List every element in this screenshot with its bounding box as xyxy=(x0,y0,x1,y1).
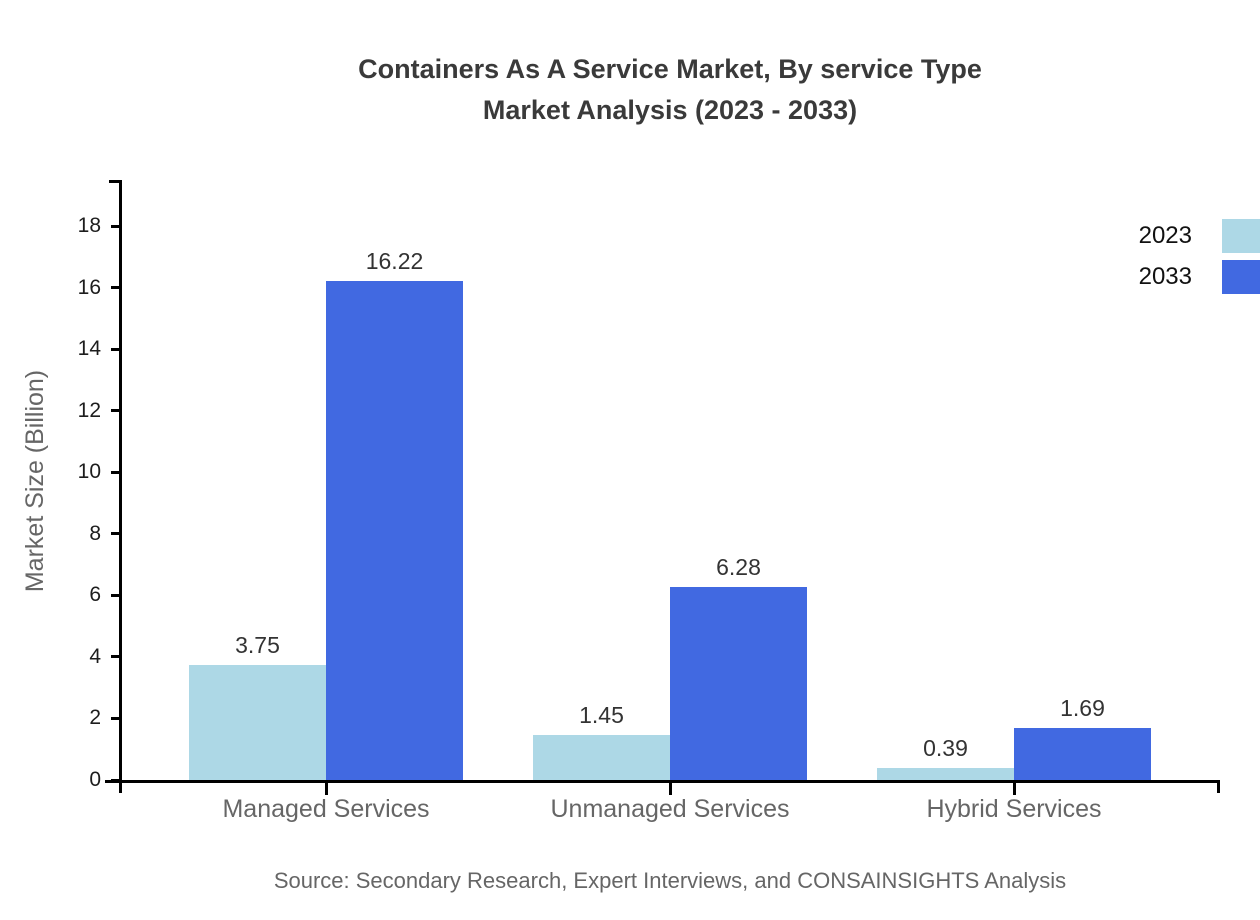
bar-value-label: 3.75 xyxy=(235,631,280,658)
bar-2033 xyxy=(670,586,807,780)
bar-value-label: 6.28 xyxy=(716,553,761,580)
y-axis-tick xyxy=(111,716,120,720)
y-axis-top-stub xyxy=(109,180,120,183)
legend-label-2033: 2033 xyxy=(1138,263,1192,290)
bar-value-label: 0.39 xyxy=(923,734,968,761)
plot-area: 0 2 4 6 8 10 12 14 16 18 Managed Services 3.75 16.22… xyxy=(78,180,1220,823)
y-axis-tick xyxy=(111,470,120,474)
x-axis-right-stub xyxy=(1217,780,1220,793)
y-axis-tick xyxy=(111,347,120,351)
y-axis-tick-label: 14 xyxy=(77,337,101,361)
source-attribution: Source: Secondary Research, Expert Inter… xyxy=(273,868,1067,893)
legend-swatch-2033-icon xyxy=(1222,260,1260,294)
y-axis-tick-label: 2 xyxy=(89,706,101,730)
y-axis-spine xyxy=(119,180,122,793)
x-axis-line xyxy=(105,780,1220,783)
chart-title-line1: Containers As A Service Market, By servi… xyxy=(358,54,982,84)
bar-value-label: 16.22 xyxy=(365,247,424,274)
legend-item-2033: 2033 xyxy=(1139,260,1260,294)
legend-item-2023: 2023 xyxy=(1139,219,1260,253)
chart-title-line2: Market Analysis (2023 - 2033) xyxy=(482,95,858,125)
legend-swatch-2023-icon xyxy=(1222,219,1260,253)
y-axis-tick xyxy=(111,655,120,659)
bar-2033 xyxy=(1014,727,1151,780)
y-axis-tick-label: 0 xyxy=(89,768,101,791)
y-axis-tick-label: 6 xyxy=(89,583,101,607)
bar-value-label: 1.69 xyxy=(1060,694,1105,721)
x-axis-tick xyxy=(668,783,672,795)
bar-2033 xyxy=(326,280,463,780)
x-axis-category-label: Unmanaged Services xyxy=(550,795,790,823)
bar-2023 xyxy=(189,664,326,780)
y-axis-tick xyxy=(111,224,120,228)
y-axis-tick-label: 16 xyxy=(77,275,101,299)
y-axis-tick-label: 10 xyxy=(77,460,101,484)
y-axis-tick-label: 8 xyxy=(89,521,101,545)
y-axis-tick xyxy=(111,778,120,782)
bar-value-label: 1.45 xyxy=(579,702,624,729)
x-axis-tick xyxy=(324,783,328,795)
y-axis-tick xyxy=(111,532,120,536)
y-axis-tick xyxy=(111,409,120,413)
legend-label-2023: 2023 xyxy=(1138,222,1192,249)
y-axis-tick-label: 18 xyxy=(77,214,101,237)
y-axis-tick xyxy=(111,593,120,597)
x-axis-category-label: Hybrid Services xyxy=(926,795,1102,823)
y-axis-tick-label: 12 xyxy=(77,398,101,422)
bar-2023 xyxy=(533,735,670,780)
x-axis-tick xyxy=(1012,783,1016,795)
y-axis-tick-label: 4 xyxy=(89,644,101,668)
y-axis-tick xyxy=(111,286,120,290)
bar-2023 xyxy=(877,767,1014,780)
x-axis-category-label: Managed Services xyxy=(222,795,430,823)
